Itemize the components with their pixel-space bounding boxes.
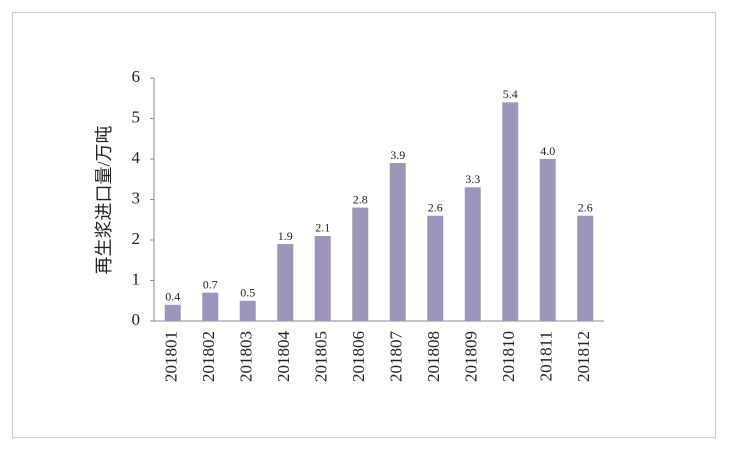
x-tick-label: 201805 [312, 331, 331, 382]
y-tick-label: 1 [132, 269, 141, 288]
x-tick-label: 201810 [499, 331, 518, 382]
x-tick-label: 201802 [199, 331, 218, 382]
y-tick-label: 6 [132, 67, 141, 86]
value-label: 5.4 [503, 87, 518, 101]
bar [427, 215, 444, 321]
x-tick-label: 201804 [274, 331, 293, 383]
value-label: 0.7 [203, 277, 218, 291]
bar [464, 187, 481, 321]
bar [389, 163, 406, 321]
value-label: 1.9 [278, 229, 293, 243]
x-tick-label: 201808 [424, 331, 443, 382]
value-label: 3.9 [390, 148, 405, 162]
bar [577, 215, 594, 321]
x-tick-label: 201803 [237, 331, 256, 382]
y-tick-label: 3 [132, 188, 141, 207]
x-tick-label: 201811 [537, 331, 556, 381]
value-label: 2.1 [315, 221, 330, 235]
bar [164, 304, 181, 321]
bar [352, 207, 369, 321]
y-tick-label: 5 [132, 107, 141, 126]
bar [314, 235, 331, 321]
bar [277, 244, 294, 321]
y-axis-label: 再生浆进口量/万吨 [94, 125, 114, 274]
bar [202, 292, 219, 321]
x-tick-label: 201806 [349, 331, 368, 382]
bar [502, 102, 519, 321]
value-label: 2.8 [353, 192, 368, 206]
value-label: 0.5 [240, 286, 255, 300]
bar [239, 300, 256, 321]
x-tick-label: 201812 [574, 331, 593, 382]
value-label: 4.0 [540, 144, 555, 158]
value-label: 2.6 [428, 200, 443, 214]
bar [539, 159, 556, 321]
value-label: 0.4 [165, 290, 180, 304]
value-label: 3.3 [465, 172, 480, 186]
value-label: 2.6 [578, 200, 593, 214]
y-tick-label: 2 [132, 229, 141, 248]
y-tick-label: 0 [132, 310, 141, 329]
y-tick-label: 4 [132, 148, 141, 167]
x-tick-label: 201809 [462, 331, 481, 382]
x-tick-label: 201807 [387, 331, 406, 383]
x-tick-label: 201801 [162, 331, 181, 382]
